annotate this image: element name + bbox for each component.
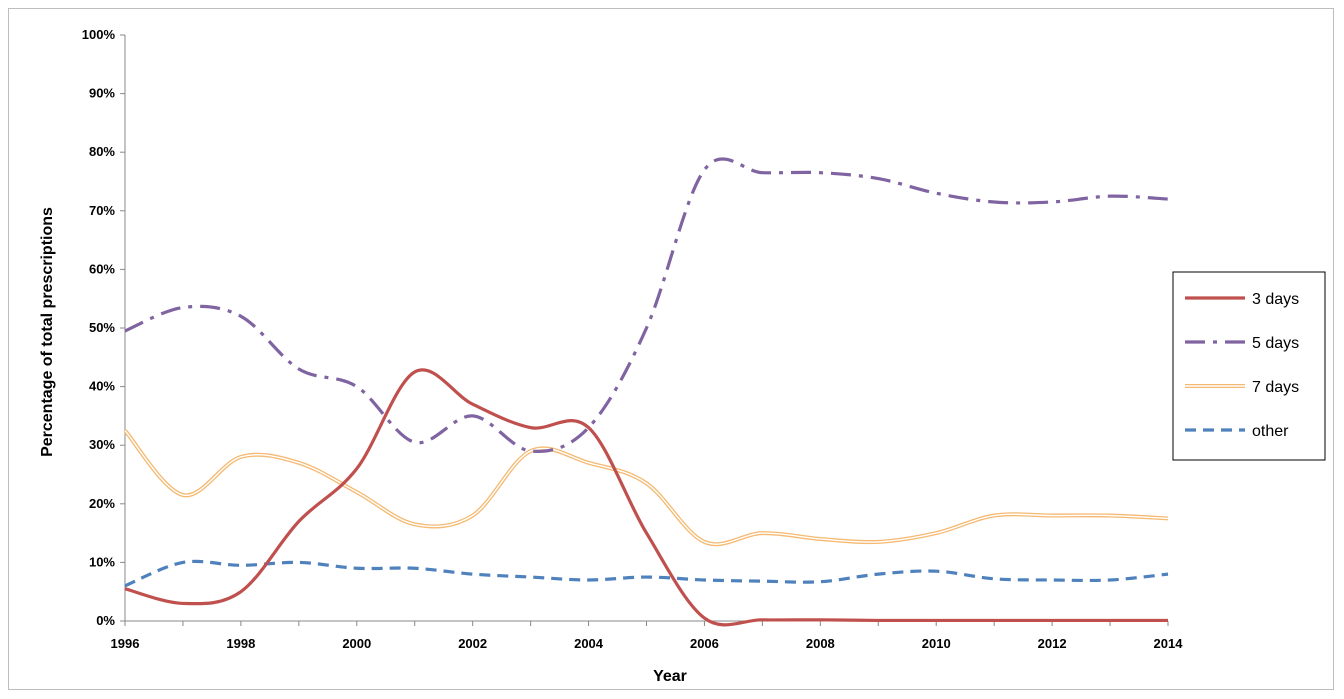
- x-tick-label: 2006: [690, 636, 719, 651]
- series-line: [124, 157, 1169, 454]
- series-line: [124, 368, 1168, 627]
- legend-item: 3 days: [1185, 291, 1299, 308]
- legend-item: 7 days: [1185, 379, 1299, 396]
- legend-box: [1172, 271, 1326, 461]
- y-tick-label: 60%: [89, 261, 115, 276]
- x-tick-label: 2014: [1154, 636, 1184, 651]
- y-tick-label: 30%: [89, 437, 115, 452]
- series-line-inner: [124, 430, 1169, 545]
- x-tick-label: 2004: [574, 636, 604, 651]
- x-tick-label: 2012: [1038, 636, 1067, 651]
- chart-frame: [8, 8, 1334, 690]
- x-tick-label: 1998: [226, 636, 255, 651]
- legend-label: 7 days: [1252, 379, 1299, 396]
- y-tick-label: 40%: [89, 379, 115, 394]
- y-tick-label: 10%: [89, 554, 115, 569]
- y-tick-label: 80%: [89, 144, 115, 159]
- y-axis: 0% 10% 20% 30% 40% 50% 60% 70% 80% 90% 100%: [82, 27, 126, 628]
- series-5-days: [124, 157, 1169, 454]
- x-tick-label: 1996: [111, 636, 140, 651]
- series-other: [124, 559, 1169, 588]
- legend-label: other: [1252, 423, 1289, 440]
- y-tick-label: 100%: [82, 27, 116, 42]
- series-3-days: [124, 368, 1168, 627]
- y-tick-label: 70%: [89, 203, 115, 218]
- legend-item: other: [1185, 423, 1289, 440]
- y-tick-label: 50%: [89, 320, 115, 335]
- y-axis-title: Percentage of total prescriptions: [39, 207, 56, 457]
- series-7-days: [123, 429, 1169, 547]
- y-tick-label: 0%: [96, 613, 115, 628]
- legend: 3 days 5 days 7 days other: [1172, 271, 1326, 461]
- x-tick-label: 2000: [342, 636, 371, 651]
- x-axis: 1996 1998 2000 2002 2004 2006 2008 2010 2012 2014: [111, 620, 1184, 651]
- x-tick-label: 2008: [806, 636, 835, 651]
- y-tick-label: 90%: [89, 86, 115, 101]
- legend-label: 5 days: [1252, 335, 1299, 352]
- legend-item: 5 days: [1185, 335, 1299, 352]
- x-tick-label: 2002: [458, 636, 487, 651]
- x-tick-label: 2010: [922, 636, 951, 651]
- x-axis-title: Year: [653, 668, 687, 685]
- series-line-outer: [123, 429, 1169, 547]
- series-line: [124, 559, 1169, 588]
- series-layer: [123, 157, 1169, 627]
- y-tick-label: 20%: [89, 496, 115, 511]
- legend-label: 3 days: [1252, 291, 1299, 308]
